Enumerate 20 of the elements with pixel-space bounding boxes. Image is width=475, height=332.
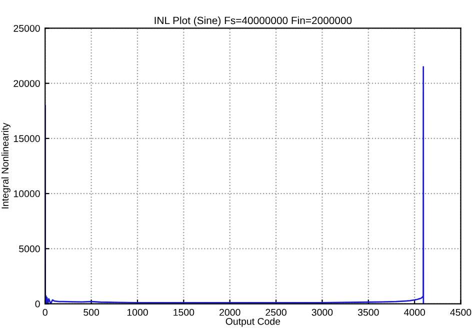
chart-title: INL Plot (Sine) Fs=40000000 Fin=2000000	[154, 16, 352, 26]
x-tick-label: 1500	[174, 308, 194, 316]
x-tick-label: 0	[42, 308, 48, 316]
y-tick-label: 5000	[19, 245, 40, 252]
y-axis-title: Integral Nonlinearity	[1, 122, 10, 208]
x-tick-label: 1000	[127, 308, 148, 316]
y-tick-label: 0	[35, 300, 40, 308]
line-series	[45, 66, 424, 304]
y-tick-label: 15000	[14, 135, 40, 142]
x-tick-label: 2500	[266, 308, 286, 316]
x-tick-label: 4500	[450, 308, 472, 316]
y-tick-label: 20000	[14, 80, 40, 87]
x-tick-label: 3000	[312, 308, 333, 316]
x-tick-label: 3500	[358, 308, 379, 316]
x-axis-title: Output Code	[226, 318, 280, 327]
y-tick-label: 10000	[14, 190, 40, 198]
y-tick-label: 25000	[14, 24, 40, 32]
x-tick-label: 2000	[220, 308, 240, 316]
x-tick-label: 500	[84, 308, 100, 316]
x-tick-label: 4000	[404, 308, 426, 316]
